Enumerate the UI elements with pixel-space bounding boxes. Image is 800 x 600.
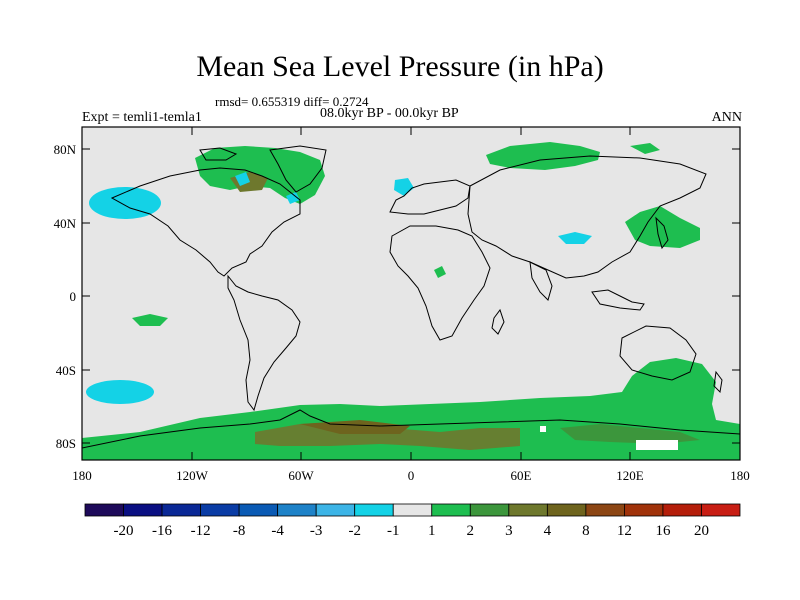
- lon-label: 60W: [288, 468, 314, 483]
- madagascar-coast: [491, 308, 505, 335]
- east-antarctic-gap: [636, 440, 678, 450]
- colorbar-swatch: [624, 503, 664, 517]
- rmsd-diff-stats: rmsd= 0.655319 diff= 0.2724: [215, 94, 369, 109]
- north-pacific-positive-region: [625, 206, 700, 248]
- new-zealand-coast: [713, 370, 723, 394]
- colorbar-swatch: [546, 503, 587, 517]
- colorbar-swatch: [200, 503, 240, 517]
- lon-label: 120W: [176, 468, 209, 483]
- colorbar-label: 16: [655, 523, 671, 539]
- pacific-small-positive: [132, 314, 168, 326]
- south-pacific-negative-region: [86, 380, 154, 404]
- period-label: 08.0kyr BP - 00.0kyr BP: [320, 106, 459, 121]
- india-coast: [529, 261, 553, 301]
- colorbar: -20 -16 -12 -8 -4 -3 -2 -1 1 2 3 4 8 12 16 20: [84, 503, 741, 539]
- colorbar-label: -2: [348, 523, 361, 539]
- east-antarctic-region: [560, 424, 700, 444]
- north-america-coast: [110, 167, 301, 277]
- lon-label: 180: [72, 468, 92, 483]
- colorbar-swatch: [354, 503, 394, 517]
- colorbar-label: -8: [233, 523, 246, 539]
- asia-coast: [467, 155, 707, 279]
- greenland-coast: [269, 145, 327, 193]
- colorbar-label: 12: [617, 523, 632, 539]
- colorbar-label: -4: [271, 523, 284, 539]
- colorbar-label: 20: [694, 523, 709, 539]
- season-label: ANN: [711, 110, 742, 125]
- colorbar-swatch: [469, 503, 510, 517]
- lon-label: 60E: [511, 468, 532, 483]
- colorbar-swatch: [392, 503, 433, 517]
- antarctica-coast: [81, 409, 741, 449]
- africa-coast: [389, 225, 491, 341]
- colorbar-swatch: [84, 503, 124, 517]
- colorbar-label: 3: [505, 523, 513, 539]
- antarctic-small-gap: [540, 426, 546, 432]
- lat-label: 0: [70, 289, 77, 304]
- colorbar-swatch: [277, 503, 317, 517]
- colorbar-swatch: [238, 503, 279, 517]
- colorbar-swatch: [585, 503, 625, 517]
- anomaly-shading: [82, 142, 740, 460]
- siberia-positive-region: [486, 142, 600, 170]
- europe-coast: [389, 179, 471, 215]
- arctic-islands-coast: [199, 147, 238, 161]
- colorbar-label: 4: [544, 523, 552, 539]
- indonesia-coast: [591, 289, 645, 311]
- lat-ticks: [82, 148, 740, 444]
- coastlines: [81, 145, 741, 449]
- lon-label: 180: [730, 468, 750, 483]
- north-pacific-negative-region: [89, 187, 161, 219]
- south-america-coast: [227, 274, 301, 412]
- australia-coast: [619, 325, 697, 381]
- lat-label: 40N: [54, 216, 77, 231]
- labrador-negative-region: [286, 192, 300, 204]
- lon-label: 0: [408, 468, 415, 483]
- colorbar-label: 1: [428, 523, 436, 539]
- lat-label: 80N: [54, 142, 77, 157]
- colorbar-label: -12: [191, 523, 211, 539]
- lat-label: 40S: [56, 363, 76, 378]
- lat-label: 80S: [56, 436, 76, 451]
- colorbar-swatch: [161, 503, 201, 517]
- lon-labels: 180 120W 60W 0 60E 120E 180: [72, 468, 750, 483]
- lat-labels: 80N 40N 0 40S 80S: [54, 142, 77, 451]
- arctic-small-positive: [630, 143, 660, 154]
- colorbar-label: 2: [467, 523, 475, 539]
- hudson-negative-region: [235, 172, 250, 186]
- colorbar-label: -20: [114, 523, 134, 539]
- colorbar-label: -3: [310, 523, 323, 539]
- colorbar-label: 8: [582, 523, 590, 539]
- lon-ticks: [191, 127, 631, 460]
- colorbar-label: -1: [387, 523, 400, 539]
- africa-small-positive: [434, 266, 446, 278]
- lon-label: 120E: [616, 468, 644, 483]
- colorbar-swatch: [701, 503, 741, 517]
- central-asia-negative-region: [558, 232, 592, 244]
- japan-coast: [655, 216, 669, 250]
- colorbar-swatch: [431, 503, 471, 517]
- map-title: Mean Sea Level Pressure (in hPa): [196, 50, 604, 83]
- colorbar-swatch: [662, 503, 702, 517]
- colorbar-label: -16: [152, 523, 172, 539]
- colorbar-swatch: [315, 503, 356, 517]
- colorbar-swatch: [123, 503, 163, 517]
- colorbar-swatch: [508, 503, 548, 517]
- experiment-label: Expt = temli1-temla1: [82, 110, 202, 125]
